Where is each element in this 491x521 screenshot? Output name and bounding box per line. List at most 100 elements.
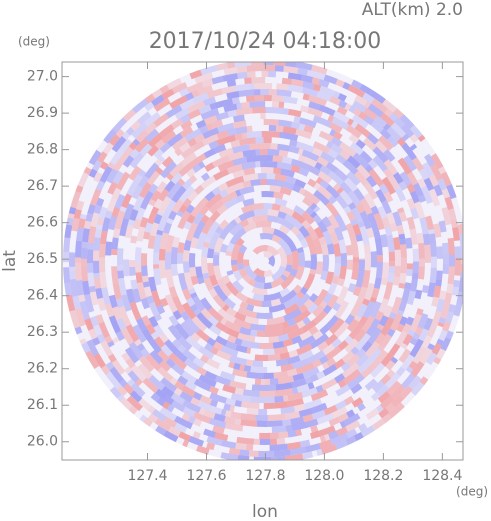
echo-cell: [429, 267, 437, 284]
echo-cell: [218, 147, 234, 159]
echo-cell: [106, 168, 119, 184]
echo-cell: [158, 332, 169, 344]
echo-cell: [378, 135, 394, 151]
echo-cell: [406, 183, 416, 194]
echo-cell: [229, 222, 244, 236]
echo-cell: [346, 428, 358, 439]
echo-cell: [268, 335, 280, 343]
echo-cell: [398, 282, 406, 289]
echo-cell: [440, 302, 451, 320]
echo-cell: [98, 321, 111, 339]
echo-cell: [96, 151, 108, 164]
echo-cell: [246, 407, 259, 415]
echo-cell: [280, 363, 294, 372]
echo-cell: [119, 379, 128, 388]
echo-cell: [90, 316, 99, 327]
echo-cell: [291, 335, 303, 345]
echo-cell: [285, 453, 304, 460]
echo-cell: [234, 62, 252, 68]
echo-cell: [300, 105, 310, 113]
echo-cell: [310, 430, 321, 440]
echo-cell: [274, 197, 288, 207]
echo-cell: [195, 196, 209, 211]
echo-cell: [226, 242, 235, 253]
echo-cell: [173, 387, 183, 397]
echo-cell: [321, 378, 338, 391]
echo-cell: [298, 123, 306, 131]
echo-cell: [180, 114, 191, 124]
echo-cell: [410, 361, 425, 378]
echo-cell: [289, 139, 298, 148]
echo-cell: [383, 281, 394, 300]
echo-cell: [93, 277, 102, 289]
echo-cell: [180, 145, 197, 159]
echo-cell: [344, 338, 359, 353]
echo-cell: [357, 220, 366, 228]
echo-cell: [338, 99, 348, 109]
echo-cell: [199, 205, 210, 216]
echo-cell: [230, 139, 241, 148]
echo-cell: [140, 253, 148, 266]
echo-cell: [298, 187, 306, 196]
echo-cell: [297, 335, 316, 349]
echo-cell: [287, 84, 304, 94]
echo-cell: [208, 199, 224, 215]
echo-cell: [210, 346, 219, 356]
echo-cell: [236, 65, 248, 73]
echo-cell: [265, 322, 284, 331]
echo-cell: [313, 205, 321, 213]
echo-cell: [329, 128, 337, 137]
echo-cell: [87, 203, 96, 215]
echo-cell: [226, 163, 243, 175]
echo-cell: [361, 315, 375, 332]
echo-cell: [75, 185, 84, 194]
echo-cell: [87, 263, 94, 273]
echo-cell: [126, 187, 135, 197]
echo-cell: [151, 408, 167, 422]
echo-cell: [325, 271, 335, 285]
y-unit: (deg): [18, 35, 50, 49]
echo-cell: [346, 409, 356, 418]
echo-cell: [291, 78, 304, 87]
echo-cell: [252, 293, 264, 301]
echo-cell: [409, 133, 419, 144]
echo-cell: [312, 304, 325, 318]
echo-cell: [99, 271, 108, 289]
echo-cell: [318, 236, 327, 246]
echo-cell: [319, 179, 330, 190]
echo-cell: [369, 296, 377, 303]
echo-cell: [136, 226, 146, 242]
echo-cell: [166, 217, 174, 225]
echo-cell: [308, 94, 328, 107]
echo-cell: [458, 277, 463, 293]
echo-cell: [302, 93, 310, 101]
echo-cell: [142, 377, 159, 394]
echo-cell: [253, 209, 268, 217]
echo-cell: [390, 384, 406, 400]
echo-cell: [339, 149, 351, 161]
echo-cell: [112, 117, 128, 133]
echo-cell: [327, 294, 339, 309]
echo-cell: [239, 301, 249, 310]
echo-cell: [133, 218, 142, 230]
echo-cell: [162, 199, 177, 219]
echo-cell: [213, 251, 220, 256]
echo-cell: [150, 206, 160, 215]
echo-cell: [405, 316, 415, 326]
echo-cell: [442, 242, 449, 254]
echo-cell: [87, 249, 94, 264]
echo-cell: [293, 205, 306, 216]
echo-cell: [352, 100, 367, 113]
echo-cell: [190, 206, 201, 218]
echo-cell: [378, 298, 390, 314]
echo-cell: [270, 298, 282, 307]
echo-cell: [435, 279, 442, 287]
echo-cell: [68, 206, 77, 215]
echo-cell: [105, 361, 115, 371]
echo-cell: [114, 210, 126, 230]
echo-cell: [303, 398, 323, 410]
echo-cell: [127, 219, 136, 227]
echo-cell: [160, 344, 173, 357]
echo-cell: [384, 226, 393, 236]
echo-cell: [385, 360, 396, 371]
